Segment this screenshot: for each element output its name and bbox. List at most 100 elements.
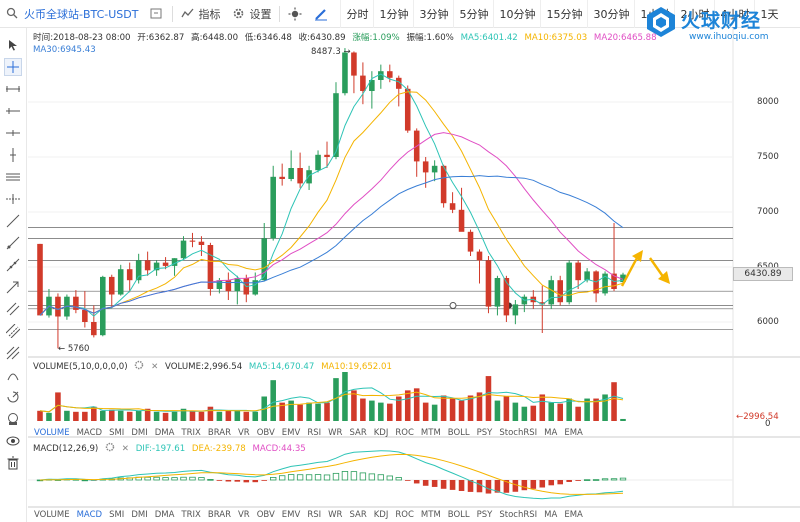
- period-tab-10[interactable]: 1天: [754, 0, 783, 28]
- volume-bar: [252, 411, 259, 421]
- cursor-tool[interactable]: [4, 36, 22, 54]
- indicator-tab-smi[interactable]: SMI: [109, 428, 125, 438]
- indicator-tab-emv[interactable]: EMV: [281, 510, 301, 520]
- indicator-tab-brar[interactable]: BRAR: [207, 510, 231, 520]
- indicator-tab-trix[interactable]: TRIX: [181, 510, 201, 520]
- indicators-button[interactable]: 指标: [175, 0, 226, 28]
- draw-toggle[interactable]: [308, 0, 334, 28]
- macd-bar: [108, 478, 115, 481]
- macd-bar: [539, 480, 546, 488]
- indicator-tab-wr[interactable]: WR: [328, 510, 343, 520]
- vline-tool[interactable]: [4, 146, 22, 164]
- macd-bar: [198, 477, 205, 481]
- ray-tool[interactable]: [4, 234, 22, 252]
- symbol-selector[interactable]: 火币全球站-BTC-USDT: [0, 0, 144, 28]
- indicator-tab-dma[interactable]: DMA: [154, 510, 175, 520]
- line-handle: [506, 302, 512, 309]
- period-tab-5[interactable]: 15分钟: [540, 0, 587, 28]
- candle-body: [503, 278, 510, 316]
- indicator-tab-sar[interactable]: SAR: [349, 510, 367, 520]
- indicator-tab-rsi[interactable]: RSI: [307, 510, 322, 520]
- indicator-tab-obv[interactable]: OBV: [256, 510, 275, 520]
- add-chart-button[interactable]: [144, 0, 170, 28]
- indicator-tab-macd[interactable]: MACD: [76, 428, 103, 438]
- volume-close-button[interactable]: ✕: [151, 362, 159, 372]
- parallel-tool[interactable]: [4, 168, 22, 186]
- indicator-tab-kdj[interactable]: KDJ: [373, 428, 389, 438]
- ohlc-low: 低:6346.48: [244, 33, 292, 43]
- indicator-tab-rsi[interactable]: RSI: [307, 428, 322, 438]
- visibility-toggle[interactable]: [4, 432, 22, 450]
- indicator-tab-smi[interactable]: SMI: [109, 510, 125, 520]
- macd-bar: [261, 480, 268, 481]
- indicator-tab-psy[interactable]: PSY: [476, 510, 493, 520]
- crosshair-tool[interactable]: [4, 58, 22, 76]
- indicator-tab-mtm[interactable]: MTM: [420, 510, 441, 520]
- indicator-tab-vr[interactable]: VR: [237, 428, 250, 438]
- delete-drawings-button[interactable]: [4, 454, 22, 472]
- volume-bar: [458, 400, 465, 421]
- measure-tool[interactable]: [4, 410, 22, 428]
- macd-close-button[interactable]: ✕: [121, 444, 129, 454]
- indicator-tab-ma[interactable]: MA: [544, 428, 558, 438]
- macd-dea: DEA:-239.78: [191, 444, 246, 454]
- hsegment-tool[interactable]: [4, 124, 22, 142]
- indicator-tab-sar[interactable]: SAR: [349, 428, 367, 438]
- indicator-tab-ema[interactable]: EMA: [564, 510, 583, 520]
- period-tab-6[interactable]: 30分钟: [587, 0, 634, 28]
- volume-label: VOLUME(5,10,0,0,0,0): [33, 362, 128, 372]
- indicator-tab-ma[interactable]: MA: [544, 510, 558, 520]
- indicator-tab-dmi[interactable]: DMI: [131, 428, 148, 438]
- indicator-tab-brar[interactable]: BRAR: [207, 428, 231, 438]
- macd-settings-button[interactable]: [105, 442, 115, 455]
- volume-bar: [126, 411, 133, 421]
- indicator-tab-stochrsi[interactable]: StochRSI: [499, 510, 538, 520]
- indicator-tab-macd[interactable]: MACD: [76, 510, 103, 520]
- indicator-tab-volume[interactable]: VOLUME: [34, 428, 70, 438]
- trendline-tool[interactable]: [4, 212, 22, 230]
- theme-toggle[interactable]: [282, 0, 308, 28]
- volume-settings-button[interactable]: [134, 360, 144, 373]
- period-tab-0[interactable]: 分时: [340, 0, 373, 28]
- period-tab-4[interactable]: 10分钟: [493, 0, 540, 28]
- indicator-tab-roc[interactable]: ROC: [395, 510, 414, 520]
- indicator-tab-dma[interactable]: DMA: [154, 428, 175, 438]
- indicator-tab-volume[interactable]: VOLUME: [34, 510, 70, 520]
- indicator-tab-stochrsi[interactable]: StochRSI: [499, 428, 538, 438]
- indicator-tab-vr[interactable]: VR: [237, 510, 250, 520]
- indicator-tab-wr[interactable]: WR: [328, 428, 343, 438]
- price-line-tool[interactable]: [4, 190, 22, 208]
- macd-bar: [162, 477, 169, 481]
- hline-tool[interactable]: [4, 80, 22, 98]
- cycle-tool[interactable]: [4, 366, 22, 384]
- indicator-tab-emv[interactable]: EMV: [281, 428, 301, 438]
- channel-tool[interactable]: [4, 300, 22, 318]
- macd-bar: [592, 479, 600, 481]
- indicator-tab-psy[interactable]: PSY: [476, 428, 493, 438]
- indicator-tab-mtm[interactable]: MTM: [420, 428, 441, 438]
- indicator-tab-trix[interactable]: TRIX: [181, 428, 201, 438]
- extended-line-tool[interactable]: [4, 256, 22, 274]
- period-tab-8[interactable]: 2小时: [674, 0, 714, 28]
- period-tab-2[interactable]: 3分钟: [413, 0, 453, 28]
- gann-tool[interactable]: [4, 388, 22, 406]
- arrow-line-tool[interactable]: [4, 278, 22, 296]
- hray-tool[interactable]: [4, 102, 22, 120]
- volume-bar: [575, 406, 581, 421]
- current-price-label: 6430.89: [733, 267, 793, 281]
- candle-body: [153, 262, 160, 271]
- volume-bar: [494, 400, 501, 421]
- indicator-tab-kdj[interactable]: KDJ: [373, 510, 389, 520]
- period-tab-1[interactable]: 1分钟: [373, 0, 413, 28]
- indicator-tab-ema[interactable]: EMA: [564, 428, 583, 438]
- indicator-tab-boll[interactable]: BOLL: [447, 510, 470, 520]
- period-tab-9[interactable]: 4小时: [714, 0, 754, 28]
- indicator-tab-obv[interactable]: OBV: [256, 428, 275, 438]
- settings-button[interactable]: 设置: [226, 0, 277, 28]
- indicator-tab-roc[interactable]: ROC: [395, 428, 414, 438]
- period-tab-3[interactable]: 5分钟: [453, 0, 493, 28]
- fib-tool[interactable]: [4, 344, 22, 362]
- indicator-tab-boll[interactable]: BOLL: [447, 428, 470, 438]
- parallel-channel-tool[interactable]: [4, 322, 22, 340]
- indicator-tab-dmi[interactable]: DMI: [131, 510, 148, 520]
